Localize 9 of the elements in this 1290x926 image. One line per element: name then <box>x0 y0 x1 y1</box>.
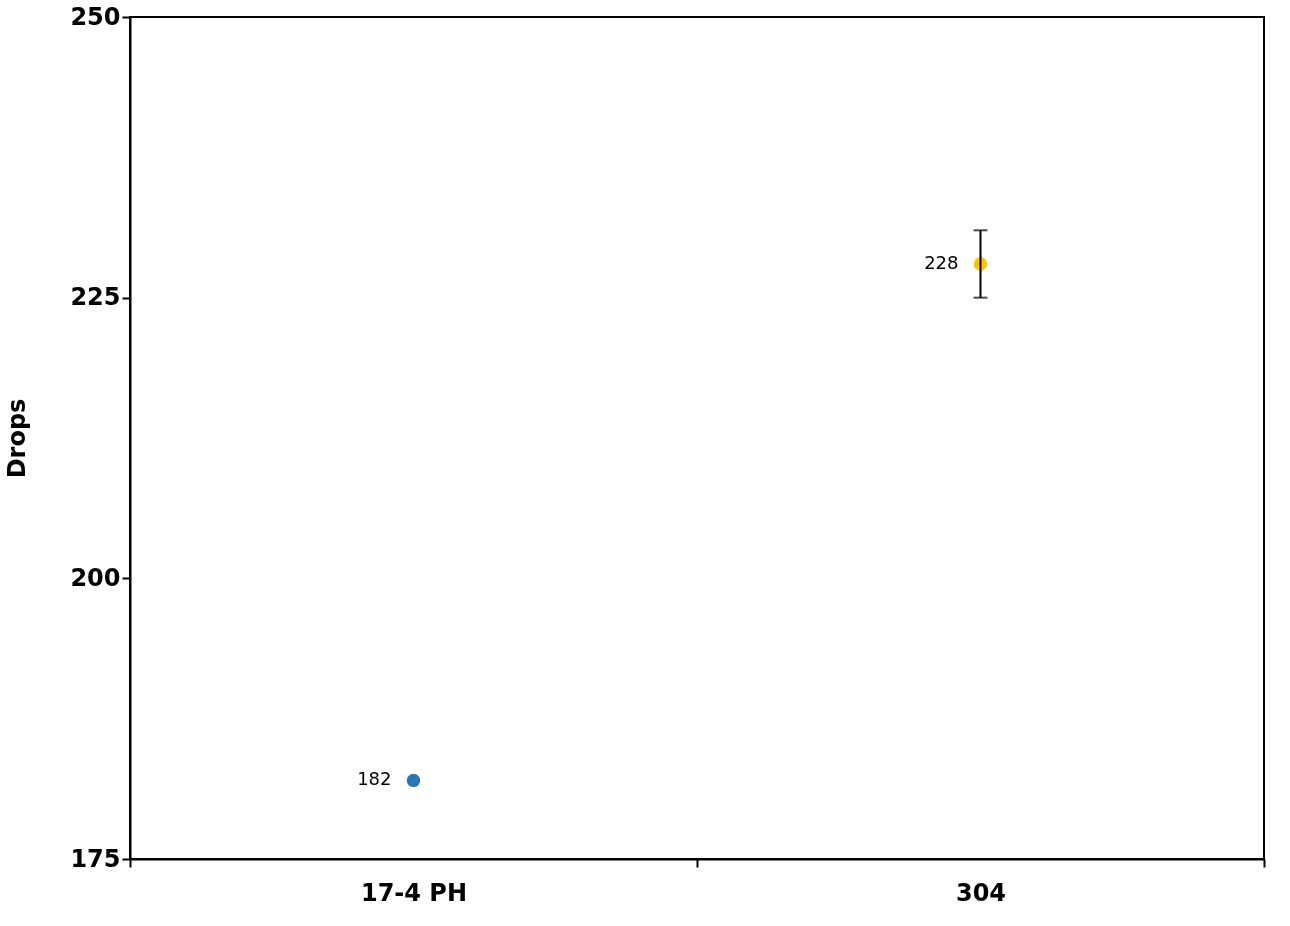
y-tick-label: 175 <box>70 844 121 873</box>
y-axis-title: Drops <box>3 398 32 479</box>
x-tick-label: 17-4 PH <box>360 878 468 907</box>
y-tick-label: 200 <box>70 563 121 592</box>
y-tick-label: 225 <box>70 283 121 312</box>
data-label: 228 <box>924 251 959 273</box>
data-label: 182 <box>357 768 392 790</box>
y-tick-label: 250 <box>70 2 121 31</box>
x-tick-label: 304 <box>955 878 1007 907</box>
